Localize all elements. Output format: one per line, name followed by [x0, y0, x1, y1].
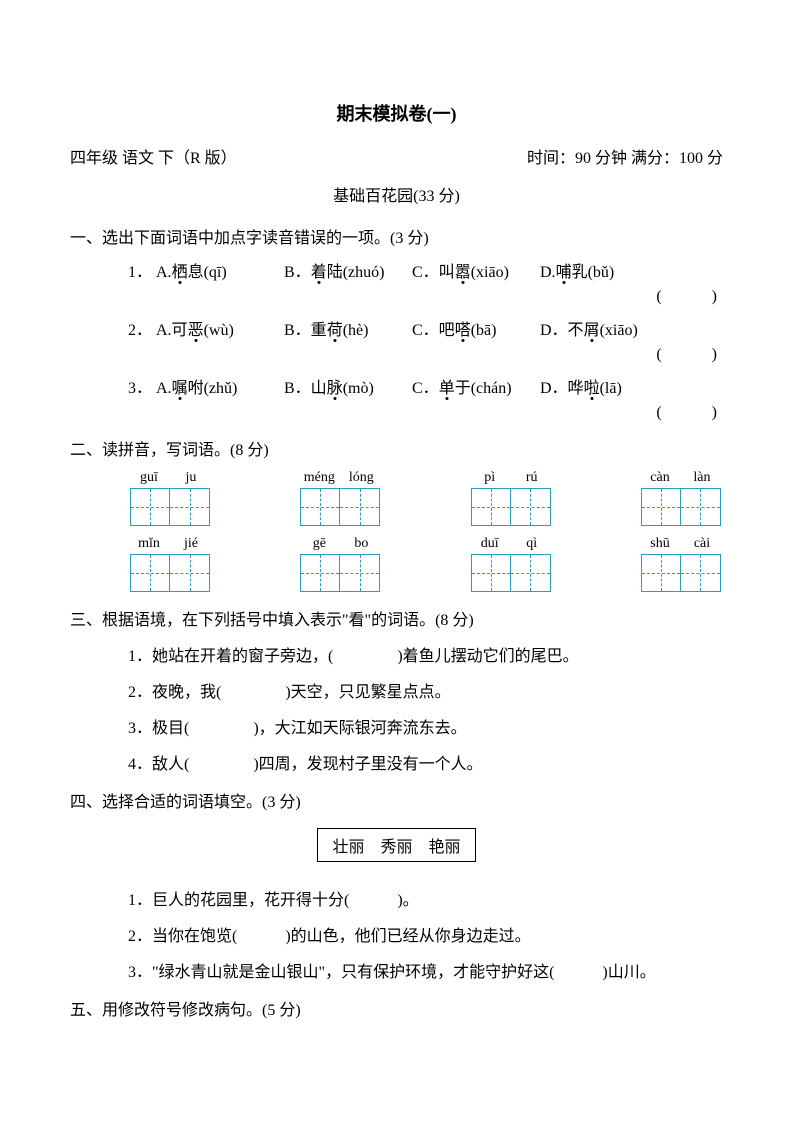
answer-paren[interactable]: ( ) [656, 340, 723, 364]
option-c: C．吧嗒(bā) [412, 316, 540, 340]
q5-heading: 五、用修改符号修改病句。(5 分) [70, 996, 723, 1020]
q1-item-3: 3． A.嘱咐(zhǔ) B．山脉(mò) C．单于(chán) D．哗啦(lā… [128, 374, 723, 422]
writing-grid[interactable] [300, 488, 380, 526]
q3-item-3: 3．极目( )，大江如天际银河奔流东去。 [128, 714, 723, 738]
option-d: D．不屑(xiāo) [540, 316, 668, 340]
q3-item-2: 2．夜晚，我( )天空，只见繁星点点。 [128, 678, 723, 702]
q1-item-2: 2． A.可恶(wù) B．重荷(hè) C．吧嗒(bā) D．不屑(xiāo)… [128, 316, 723, 364]
pinyin-row-2: mǐnjié gēbo duīqì shūcài [128, 536, 723, 592]
q1-heading: 一、选出下面词语中加点字读音错误的一项。(3 分) [70, 224, 723, 248]
q2-heading: 二、读拼音，写词语。(8 分) [70, 436, 723, 460]
q4-item-2: 2．当你在饱览( )的山色，他们已经从你身边走过。 [128, 922, 723, 946]
option-b: B．山脉(mò) [284, 374, 412, 398]
q1-item-1: 1． A.栖息(qī) B．着陆(zhuó) C．叫嚣(xiāo) D.哺乳(b… [128, 258, 723, 306]
option-d: D．哗啦(lā) [540, 374, 668, 398]
writing-grid[interactable] [641, 554, 721, 592]
writing-grid[interactable] [130, 488, 210, 526]
item-number: 3． [128, 374, 156, 398]
section-title: 基础百花园(33 分) [70, 182, 723, 206]
answer-paren[interactable]: ( ) [656, 398, 723, 422]
option-d: D.哺乳(bǔ) [540, 258, 668, 282]
pinyin-block: shūcài [639, 536, 723, 592]
pinyin-block: ménglóng [298, 470, 382, 526]
page-subhead: 四年级 语文 下（R 版） 时间：90 分钟 满分：100 分 [70, 144, 723, 168]
page-title: 期末模拟卷(一) [70, 100, 723, 126]
word-bank: 壮丽 秀丽 艳丽 [317, 828, 475, 862]
pinyin-row-1: guīju ménglóng pìrú cànlàn [128, 470, 723, 526]
option-a: A.栖息(qī) [156, 258, 284, 282]
option-c: C．叫嚣(xiāo) [412, 258, 540, 282]
time-score-info: 时间：90 分钟 满分：100 分 [527, 144, 723, 168]
writing-grid[interactable] [641, 488, 721, 526]
q4-heading: 四、选择合适的词语填空。(3 分) [70, 788, 723, 812]
writing-grid[interactable] [471, 554, 551, 592]
pinyin-block: mǐnjié [128, 536, 212, 592]
writing-grid[interactable] [130, 554, 210, 592]
item-number: 2． [128, 316, 156, 340]
q3-heading: 三、根据语境，在下列括号中填入表示"看"的词语。(8 分) [70, 606, 723, 630]
word-bank-wrap: 壮丽 秀丽 艳丽 [70, 822, 723, 874]
option-c: C．单于(chán) [412, 374, 540, 398]
pinyin-block: pìrú [469, 470, 553, 526]
exam-page: 期末模拟卷(一) 四年级 语文 下（R 版） 时间：90 分钟 满分：100 分… [0, 0, 793, 1090]
option-a: A.可恶(wù) [156, 316, 284, 340]
q4-item-1: 1．巨人的花园里，花开得十分( )。 [128, 886, 723, 910]
pinyin-block: gēbo [298, 536, 382, 592]
writing-grid[interactable] [300, 554, 380, 592]
pinyin-block: duīqì [469, 536, 553, 592]
q4-item-3: 3．"绿水青山就是金山银山"，只有保护环境，才能守护好这( )山川。 [128, 958, 723, 982]
item-number: 1． [128, 258, 156, 282]
option-b: B．着陆(zhuó) [284, 258, 412, 282]
q3-item-4: 4．敌人( )四周，发现村子里没有一个人。 [128, 750, 723, 774]
q3-item-1: 1．她站在开着的窗子旁边，( )着鱼儿摆动它们的尾巴。 [128, 642, 723, 666]
option-a: A.嘱咐(zhǔ) [156, 374, 284, 398]
writing-grid[interactable] [471, 488, 551, 526]
option-b: B．重荷(hè) [284, 316, 412, 340]
grade-info: 四年级 语文 下（R 版） [70, 144, 237, 168]
pinyin-block: cànlàn [639, 470, 723, 526]
pinyin-block: guīju [128, 470, 212, 526]
answer-paren[interactable]: ( ) [656, 282, 723, 306]
